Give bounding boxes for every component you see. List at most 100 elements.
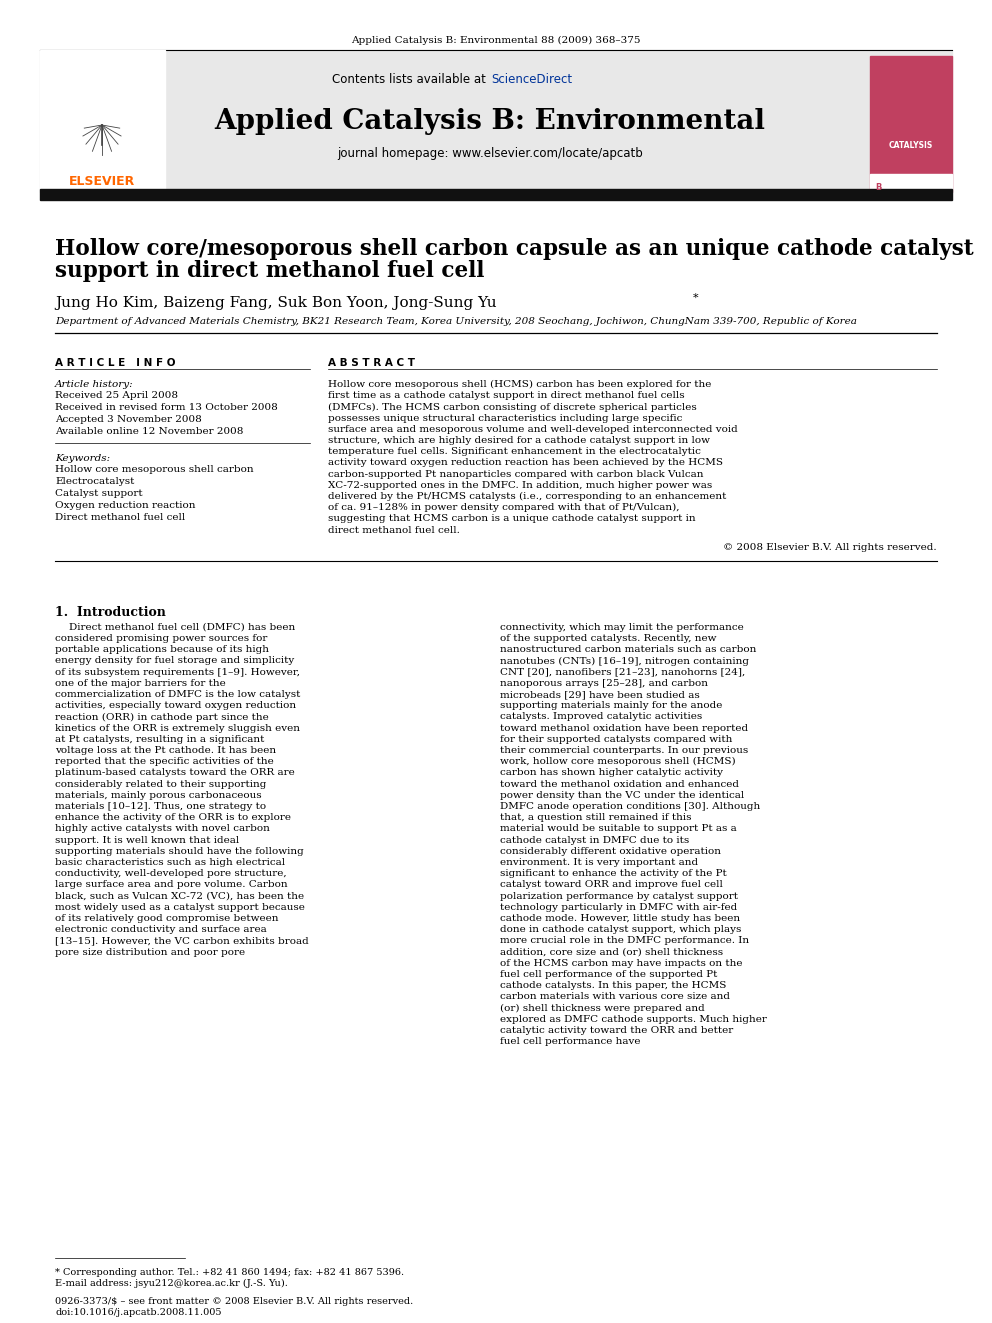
Text: of its relatively good compromise between: of its relatively good compromise betwee… (55, 914, 279, 923)
Text: considered promising power sources for: considered promising power sources for (55, 634, 268, 643)
Text: microbeads [29] have been studied as: microbeads [29] have been studied as (500, 691, 699, 699)
Text: considerably related to their supporting: considerably related to their supporting (55, 779, 267, 789)
Text: journal homepage: www.elsevier.com/locate/apcatb: journal homepage: www.elsevier.com/locat… (337, 147, 643, 160)
Text: support. It is well known that ideal: support. It is well known that ideal (55, 836, 239, 844)
Text: of the supported catalysts. Recently, new: of the supported catalysts. Recently, ne… (500, 634, 716, 643)
Text: of its subsystem requirements [1–9]. However,: of its subsystem requirements [1–9]. How… (55, 668, 300, 676)
Bar (40, 189, 952, 200)
Text: Department of Advanced Materials Chemistry, BK21 Research Team, Korea University: Department of Advanced Materials Chemist… (55, 318, 857, 325)
Text: Keywords:: Keywords: (55, 454, 110, 463)
Text: nanostructured carbon materials such as carbon: nanostructured carbon materials such as … (500, 646, 756, 654)
Text: considerably different oxidative operation: considerably different oxidative operati… (500, 847, 721, 856)
Text: doi:10.1016/j.apcatb.2008.11.005: doi:10.1016/j.apcatb.2008.11.005 (55, 1308, 221, 1316)
Text: activities, especially toward oxygen reduction: activities, especially toward oxygen red… (55, 701, 297, 710)
Text: Received 25 April 2008: Received 25 April 2008 (55, 392, 178, 400)
Text: ELSEVIER: ELSEVIER (68, 175, 135, 188)
Text: Jung Ho Kim, Baizeng Fang, Suk Bon Yoon, Jong-Sung Yu: Jung Ho Kim, Baizeng Fang, Suk Bon Yoon,… (55, 296, 497, 310)
Text: pore size distribution and poor pore: pore size distribution and poor pore (55, 947, 245, 957)
Text: * Corresponding author. Tel.: +82 41 860 1494; fax: +82 41 867 5396.: * Corresponding author. Tel.: +82 41 860… (55, 1267, 404, 1277)
Text: carbon materials with various core size and: carbon materials with various core size … (500, 992, 730, 1002)
Text: (or) shell thickness were prepared and: (or) shell thickness were prepared and (500, 1004, 704, 1012)
Text: [13–15]. However, the VC carbon exhibits broad: [13–15]. However, the VC carbon exhibits… (55, 937, 309, 946)
Text: black, such as Vulcan XC-72 (VC), has been the: black, such as Vulcan XC-72 (VC), has be… (55, 892, 305, 901)
Text: CATALYSIS: CATALYSIS (889, 140, 933, 149)
Text: XC-72-supported ones in the DMFC. In addition, much higher power was: XC-72-supported ones in the DMFC. In add… (328, 480, 712, 490)
Text: Applied Catalysis B: Environmental: Applied Catalysis B: Environmental (214, 108, 766, 135)
Text: toward the methanol oxidation and enhanced: toward the methanol oxidation and enhanc… (500, 779, 739, 789)
Text: 1.  Introduction: 1. Introduction (55, 606, 166, 619)
Text: Direct methanol fuel cell (DMFC) has been: Direct methanol fuel cell (DMFC) has bee… (69, 623, 296, 632)
Text: 0926-3373/$ – see front matter © 2008 Elsevier B.V. All rights reserved.: 0926-3373/$ – see front matter © 2008 El… (55, 1297, 414, 1306)
Text: supporting materials should have the following: supporting materials should have the fol… (55, 847, 304, 856)
Text: portable applications because of its high: portable applications because of its hig… (55, 646, 269, 654)
Text: connectivity, which may limit the performance: connectivity, which may limit the perfor… (500, 623, 744, 632)
Text: catalyst toward ORR and improve fuel cell: catalyst toward ORR and improve fuel cel… (500, 880, 723, 889)
Text: one of the major barriers for the: one of the major barriers for the (55, 679, 226, 688)
Text: CNT [20], nanofibers [21–23], nanohorns [24],: CNT [20], nanofibers [21–23], nanohorns … (500, 668, 745, 676)
Text: electronic conductivity and surface area: electronic conductivity and surface area (55, 925, 267, 934)
Text: catalytic activity toward the ORR and better: catalytic activity toward the ORR and be… (500, 1027, 733, 1035)
Text: highly active catalysts with novel carbon: highly active catalysts with novel carbo… (55, 824, 270, 833)
Text: Hollow core/mesoporous shell carbon capsule as an unique cathode catalyst: Hollow core/mesoporous shell carbon caps… (55, 238, 973, 261)
Text: possesses unique structural characteristics including large specific: possesses unique structural characterist… (328, 414, 682, 422)
Text: structure, which are highly desired for a cathode catalyst support in low: structure, which are highly desired for … (328, 437, 710, 445)
Text: platinum-based catalysts toward the ORR are: platinum-based catalysts toward the ORR … (55, 769, 295, 778)
Text: done in cathode catalyst support, which plays: done in cathode catalyst support, which … (500, 925, 741, 934)
Text: activity toward oxygen reduction reaction has been achieved by the HCMS: activity toward oxygen reduction reactio… (328, 458, 723, 467)
Text: more crucial role in the DMFC performance. In: more crucial role in the DMFC performanc… (500, 937, 749, 946)
Text: suggesting that HCMS carbon is a unique cathode catalyst support in: suggesting that HCMS carbon is a unique … (328, 515, 695, 524)
Text: kinetics of the ORR is extremely sluggish even: kinetics of the ORR is extremely sluggis… (55, 724, 300, 733)
Text: carbon-supported Pt nanoparticles compared with carbon black Vulcan: carbon-supported Pt nanoparticles compar… (328, 470, 703, 479)
Text: Hollow core mesoporous shell (HCMS) carbon has been explored for the: Hollow core mesoporous shell (HCMS) carb… (328, 380, 711, 389)
Text: materials [10–12]. Thus, one strategy to: materials [10–12]. Thus, one strategy to (55, 802, 266, 811)
Text: of ca. 91–128% in power density compared with that of Pt/Vulcan),: of ca. 91–128% in power density compared… (328, 503, 680, 512)
Text: surface area and mesoporous volume and well-developed interconnected void: surface area and mesoporous volume and w… (328, 425, 738, 434)
Text: (DMFCs). The HCMS carbon consisting of discrete spherical particles: (DMFCs). The HCMS carbon consisting of d… (328, 402, 696, 411)
Text: power density than the VC under the identical: power density than the VC under the iden… (500, 791, 744, 800)
Bar (870, 175, 952, 192)
Text: explored as DMFC cathode supports. Much higher: explored as DMFC cathode supports. Much … (500, 1015, 767, 1024)
Bar (40, 50, 952, 192)
Text: Hollow core mesoporous shell carbon: Hollow core mesoporous shell carbon (55, 464, 254, 474)
Text: nanotubes (CNTs) [16–19], nitrogen containing: nanotubes (CNTs) [16–19], nitrogen conta… (500, 656, 749, 665)
Text: voltage loss at the Pt cathode. It has been: voltage loss at the Pt cathode. It has b… (55, 746, 276, 755)
Text: Contents lists available at: Contents lists available at (332, 73, 490, 86)
Text: first time as a cathode catalyst support in direct methanol fuel cells: first time as a cathode catalyst support… (328, 392, 684, 400)
Bar (40, 50, 165, 192)
Text: supporting materials mainly for the anode: supporting materials mainly for the anod… (500, 701, 722, 710)
Text: Available online 12 November 2008: Available online 12 November 2008 (55, 427, 243, 437)
Text: © 2008 Elsevier B.V. All rights reserved.: © 2008 Elsevier B.V. All rights reserved… (723, 542, 937, 552)
Text: technology particularly in DMFC with air-fed: technology particularly in DMFC with air… (500, 902, 737, 912)
Text: cathode catalysts. In this paper, the HCMS: cathode catalysts. In this paper, the HC… (500, 982, 726, 990)
Text: toward methanol oxidation have been reported: toward methanol oxidation have been repo… (500, 724, 748, 733)
Text: addition, core size and (or) shell thickness: addition, core size and (or) shell thick… (500, 947, 723, 957)
Text: material would be suitable to support Pt as a: material would be suitable to support Pt… (500, 824, 737, 833)
Text: Catalyst support: Catalyst support (55, 490, 143, 497)
Text: of the HCMS carbon may have impacts on the: of the HCMS carbon may have impacts on t… (500, 959, 742, 968)
Text: nanoporous arrays [25–28], and carbon: nanoporous arrays [25–28], and carbon (500, 679, 708, 688)
Text: ScienceDirect: ScienceDirect (491, 73, 572, 86)
Text: at Pt catalysts, resulting in a significant: at Pt catalysts, resulting in a signific… (55, 734, 265, 744)
Text: carbon has shown higher catalytic activity: carbon has shown higher catalytic activi… (500, 769, 723, 778)
Text: for their supported catalysts compared with: for their supported catalysts compared w… (500, 734, 732, 744)
Text: polarization performance by catalyst support: polarization performance by catalyst sup… (500, 892, 738, 901)
Text: commercialization of DMFC is the low catalyst: commercialization of DMFC is the low cat… (55, 691, 301, 699)
Text: A B S T R A C T: A B S T R A C T (328, 359, 415, 368)
Text: basic characteristics such as high electrical: basic characteristics such as high elect… (55, 859, 285, 867)
Text: environment. It is very important and: environment. It is very important and (500, 859, 698, 867)
Text: materials, mainly porous carbonaceous: materials, mainly porous carbonaceous (55, 791, 262, 800)
Text: Electrocatalyst: Electrocatalyst (55, 478, 134, 486)
Text: support in direct methanol fuel cell: support in direct methanol fuel cell (55, 261, 484, 282)
Text: delivered by the Pt/HCMS catalysts (i.e., corresponding to an enhancement: delivered by the Pt/HCMS catalysts (i.e.… (328, 492, 726, 501)
Text: that, a question still remained if this: that, a question still remained if this (500, 814, 691, 822)
Text: fuel cell performance have: fuel cell performance have (500, 1037, 641, 1046)
Text: E-mail address: jsyu212@korea.ac.kr (J.-S. Yu).: E-mail address: jsyu212@korea.ac.kr (J.-… (55, 1279, 288, 1289)
Text: enhance the activity of the ORR is to explore: enhance the activity of the ORR is to ex… (55, 814, 291, 822)
Text: reported that the specific activities of the: reported that the specific activities of… (55, 757, 274, 766)
Text: fuel cell performance of the supported Pt: fuel cell performance of the supported P… (500, 970, 717, 979)
Text: work, hollow core mesoporous shell (HCMS): work, hollow core mesoporous shell (HCMS… (500, 757, 736, 766)
Text: cathode mode. However, little study has been: cathode mode. However, little study has … (500, 914, 740, 923)
Text: catalysts. Improved catalytic activities: catalysts. Improved catalytic activities (500, 712, 702, 721)
Text: conductivity, well-developed pore structure,: conductivity, well-developed pore struct… (55, 869, 287, 878)
Text: large surface area and pore volume. Carbon: large surface area and pore volume. Carb… (55, 880, 288, 889)
